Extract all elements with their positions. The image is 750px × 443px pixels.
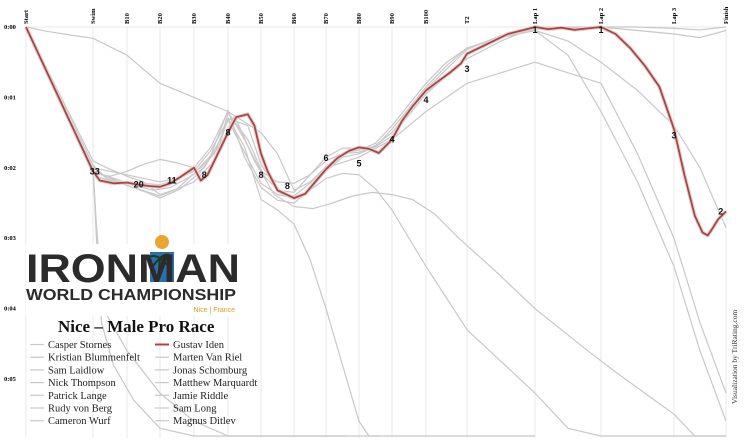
y-tick-label: 0:02 [4,165,16,172]
legend-entry: Marten Van Riel [173,353,242,364]
x-tick-label: B100 [423,10,430,24]
palm-tree-icon [147,253,173,283]
rank-label: 1 [598,25,603,35]
x-tick-label: B70 [323,13,330,24]
rank-label: 11 [167,176,177,186]
athlete-line [25,26,379,437]
rank-label: 3 [464,64,469,74]
x-tick-label: B90 [389,13,396,24]
x-tick-label: B10 [124,13,131,24]
athlete-line [25,26,727,228]
x-tick-label: B80 [356,13,363,24]
rank-label: 5 [356,159,361,169]
athlete-line [25,26,726,437]
highlight-athlete-line [24,25,728,238]
legend-entry: Nick Thompson [48,378,117,389]
rank-label: 4 [389,135,394,145]
x-tick-label: B20 [157,13,164,24]
legend-entry: Patrick Lange [48,391,107,402]
logo-background [26,244,240,316]
x-tick-label: T2 [464,16,471,24]
logo-brand: IRONMAN [26,247,240,291]
y-tick-label: 0:04 [4,306,17,313]
legend-entry: Jamie Riddle [173,391,228,402]
x-tick-label: Lap 2 [598,8,605,24]
legend-entry: Matthew Marquardt [173,378,257,389]
athlete-line [25,26,727,394]
rank-label: 1 [532,25,537,35]
x-tick-label: B60 [291,13,298,24]
highlight-line [25,26,727,237]
x-tick-label: Swim [90,8,97,24]
y-tick-label: 0:05 [4,376,17,383]
legend-entry: Sam Laidlow [48,365,105,376]
x-tick-label: B50 [258,13,265,24]
logo-event: WORLD CHAMPIONSHIP [26,287,236,304]
vertical-gridlines [25,26,727,438]
ironman-logo: IRONMAN WORLD CHAMPIONSHIP Nice | France [26,235,240,316]
x-axis-tick-labels: Start Swim B10 B20 B30 B40 B50 B60 B70 B80 B90 B100… [23,6,730,24]
y-tick-label: 0:01 [4,94,16,101]
rank-label: 8 [285,181,290,191]
legend-entry: Casper Stornes [48,340,111,351]
legend-entry: Sam Long [173,404,217,415]
legend-entry: Rudy von Berg [48,404,113,415]
x-tick-label: Start [23,9,30,24]
athlete-line [25,26,727,193]
other-athlete-lines [25,26,727,437]
chart-title: Nice – Male Pro Race [58,317,215,336]
logo-location: Nice | France [194,307,236,314]
credit-text: Visualization by TriRating.com [730,309,739,404]
rank-label: 2 [718,206,723,216]
x-tick-label: Lap 3 [671,7,678,24]
athlete-line [25,26,727,422]
rank-label: 3 [671,130,676,140]
x-tick-label: B30 [191,13,198,24]
legend-entry: Cameron Wurf [48,416,111,427]
x-tick-label: B40 [225,13,232,24]
x-tick-label: Finish [723,6,730,24]
legend-entry: Gustav Iden [173,340,225,351]
rank-label: 6 [323,153,328,163]
athlete-line [25,26,727,197]
legend-entry: Jonas Schomburg [173,365,248,376]
rank-label: 8 [202,170,207,180]
x-tick-label: Lap 1 [532,8,539,24]
athlete-line [25,26,726,437]
rank-label: 4 [423,95,428,105]
athlete-line [25,26,346,437]
y-tick-label: 0:00 [4,24,16,31]
y-axis-tick-labels: 0:00 0:01 0:02 0:03 0:04 0:05 [4,24,17,383]
y-tick-label: 0:03 [4,235,17,242]
rank-label: 8 [225,128,230,138]
legend-entry: Magnus Ditlev [173,416,236,427]
rank-label: 33 [90,166,100,176]
legend-entry: Kristian Blummenfelt [48,353,140,364]
rank-label: 8 [258,170,263,180]
sun-icon [155,235,169,249]
rank-label: 20 [134,180,144,190]
